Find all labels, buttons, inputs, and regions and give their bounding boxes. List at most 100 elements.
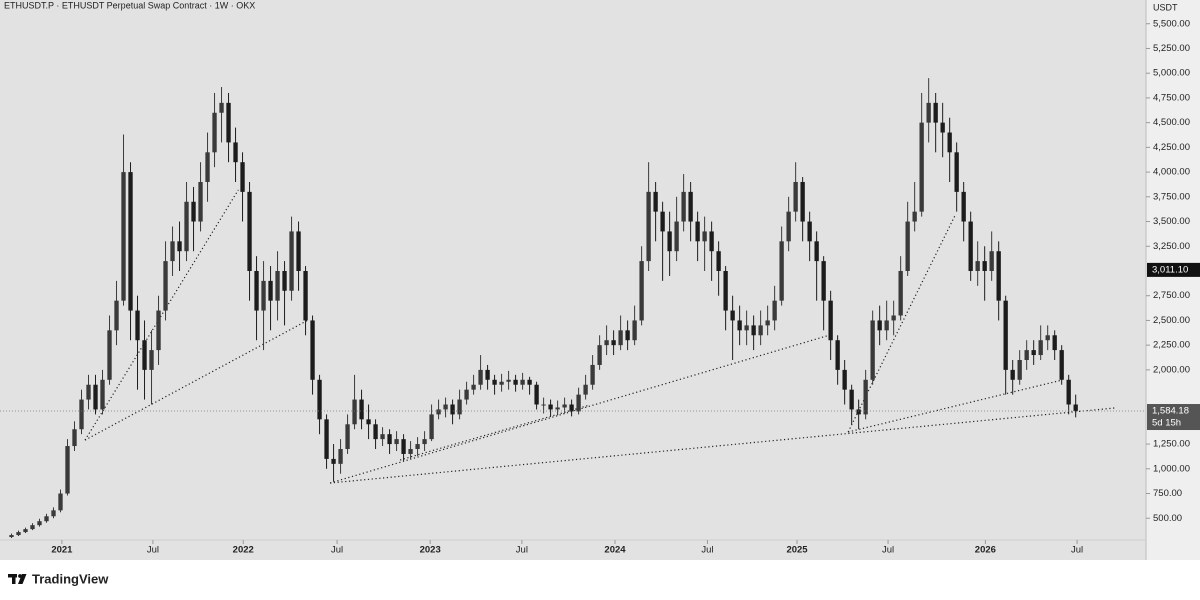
candle-body — [100, 379, 105, 410]
candle-body — [849, 389, 854, 410]
candle-body — [947, 132, 952, 153]
y-tick-label: 3,500.00 — [1153, 216, 1190, 227]
candle-body — [779, 241, 784, 301]
candle-body — [555, 407, 560, 410]
candle-body — [968, 221, 973, 271]
candle-body — [1059, 350, 1064, 380]
candle-body — [800, 181, 805, 222]
plot-area — [0, 0, 1146, 560]
candle-body — [926, 102, 931, 123]
y-tick-label: 4,000.00 — [1153, 167, 1190, 178]
trend-line — [847, 214, 956, 433]
candle-body — [520, 379, 525, 385]
candle-body — [240, 162, 245, 192]
candle-body — [1031, 350, 1036, 356]
candle-body — [856, 409, 861, 415]
chart-title: ETHUSDT.P · ETHUSDT Perpetual Swap Contr… — [4, 0, 255, 10]
candle-body — [408, 449, 413, 454]
x-tick-label: 2024 — [604, 545, 626, 556]
y-tick-label: 2,500.00 — [1153, 315, 1190, 326]
candle-body — [44, 516, 49, 522]
candle-body — [16, 532, 21, 536]
candle-body — [163, 261, 168, 311]
candle-body — [478, 369, 483, 385]
price-marker-box — [1147, 262, 1200, 277]
candle-body — [37, 521, 42, 526]
candle-body — [149, 350, 154, 370]
brand-logo — [8, 574, 27, 584]
candle-body — [674, 221, 679, 252]
candle-body — [1017, 360, 1022, 380]
candle-body — [380, 434, 385, 440]
candle-body — [702, 231, 707, 242]
y-tick-label: 2,250.00 — [1153, 340, 1190, 351]
candle-body — [79, 399, 84, 430]
candle-body — [72, 429, 77, 447]
candle-body — [576, 394, 581, 412]
candle-body — [373, 424, 378, 440]
candle-body — [1010, 369, 1015, 380]
candle-body — [1045, 335, 1050, 341]
candle-body — [744, 325, 749, 331]
brand-name: TradingView — [32, 571, 109, 586]
candle-body — [65, 446, 70, 494]
x-tick-label: Jul — [1071, 545, 1083, 556]
candle-body — [989, 251, 994, 271]
candle-body — [590, 364, 595, 385]
candle-body — [667, 231, 672, 252]
price-axis — [1146, 0, 1200, 560]
candle-body — [653, 191, 658, 212]
last-price-box — [1147, 404, 1200, 431]
candle-body — [289, 231, 294, 291]
candle-body — [177, 241, 182, 252]
candle-body — [226, 102, 231, 143]
candle-body — [786, 211, 791, 242]
x-tick-label: Jul — [701, 545, 713, 556]
candle-body — [443, 404, 448, 410]
candle-body — [1073, 404, 1078, 412]
y-tick-label: 5,500.00 — [1153, 18, 1190, 29]
candle-body — [324, 419, 329, 459]
candle-body — [632, 320, 637, 341]
candle-body — [751, 325, 756, 336]
candle-body — [387, 434, 392, 445]
axis-unit: USDT — [1153, 2, 1178, 12]
candle-body — [1066, 379, 1071, 405]
candle-body — [436, 409, 441, 415]
candle-body — [996, 251, 1001, 301]
candle-body — [772, 300, 777, 321]
candle-body — [541, 404, 546, 406]
candle-body — [142, 340, 147, 370]
candle-body — [884, 320, 889, 331]
x-tick-label: Jul — [331, 545, 343, 556]
candle-body — [765, 320, 770, 326]
candle-body — [1038, 340, 1043, 356]
candle-body — [583, 384, 588, 395]
candle-body — [933, 102, 938, 123]
candle-body — [898, 270, 903, 316]
candle-body — [492, 379, 497, 385]
countdown-label: 5d 15h — [1152, 418, 1181, 429]
candle-body — [359, 399, 364, 420]
candle-body — [569, 404, 574, 412]
candle-body — [30, 525, 35, 530]
y-tick-label: 2,750.00 — [1153, 290, 1190, 301]
candle-body — [58, 493, 63, 511]
candle-body — [821, 261, 826, 301]
candle-body — [86, 384, 91, 400]
candle-body — [688, 191, 693, 222]
y-tick-label: 3,750.00 — [1153, 191, 1190, 202]
candle-body — [93, 384, 98, 410]
candle-body — [331, 458, 336, 464]
candle-body — [219, 102, 224, 113]
y-tick-label: 4,750.00 — [1153, 92, 1190, 103]
candle-body — [611, 340, 616, 346]
price-marker-label: 3,011.10 — [1152, 264, 1188, 275]
candle-body — [310, 320, 315, 380]
candle-body — [401, 439, 406, 454]
candle-body — [471, 384, 476, 390]
candle-body — [450, 404, 455, 415]
candle-body — [870, 320, 875, 380]
x-tick-label: Jul — [516, 545, 528, 556]
candle-body — [261, 280, 266, 311]
